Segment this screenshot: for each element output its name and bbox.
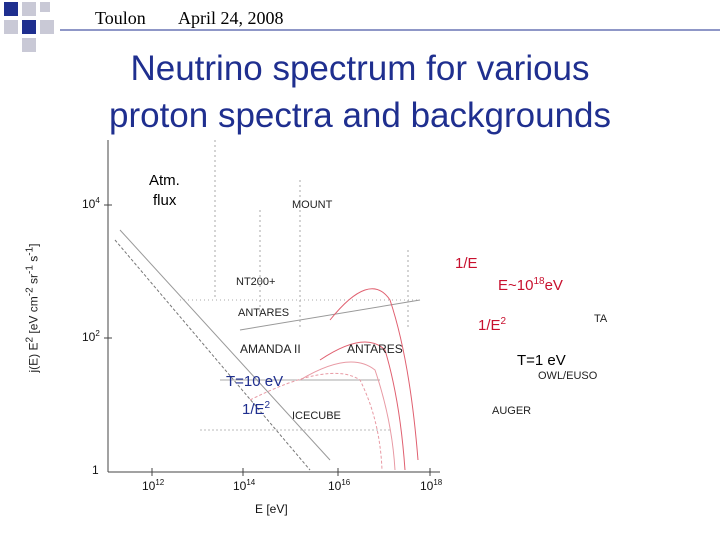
y-label-sup: -2 bbox=[24, 287, 36, 297]
annotation: 1/E2 bbox=[242, 400, 270, 418]
y-label-part: [eV cm bbox=[26, 296, 41, 337]
y-tick-label: 104 bbox=[82, 196, 100, 211]
slide-title: proton spectra and backgrounds bbox=[109, 96, 611, 135]
x-tick-label: 1012 bbox=[142, 478, 164, 493]
corner-squares bbox=[4, 2, 54, 52]
annotation-part: 1/E bbox=[242, 401, 265, 418]
tick-exp: 2 bbox=[95, 329, 100, 338]
header-place: Toulon bbox=[95, 8, 146, 28]
annotation-sup: 2 bbox=[500, 316, 507, 327]
y-label-sup: -1 bbox=[24, 265, 36, 274]
header-date: April 24, 2008 bbox=[178, 8, 284, 28]
x-axis-label: E [eV] bbox=[255, 502, 288, 516]
x-tick-label: 1014 bbox=[233, 478, 255, 493]
annotation: 1/E bbox=[455, 255, 478, 272]
experiment-label: AUGER bbox=[492, 405, 532, 417]
experiment-label: AMANDA II bbox=[240, 342, 301, 356]
y-label-part: ] bbox=[26, 243, 41, 247]
experiment-label: NT200+ bbox=[236, 276, 276, 288]
plot-curves bbox=[114, 140, 421, 471]
tick-exp: 14 bbox=[246, 478, 256, 487]
tick-exp: 4 bbox=[95, 196, 100, 205]
y-tick-label: 1 bbox=[92, 463, 99, 477]
plot-frame bbox=[104, 140, 440, 476]
y-label-part: j(E) E bbox=[26, 342, 41, 373]
experiment-label: ANTARES bbox=[347, 342, 403, 356]
tick-base: 10 bbox=[420, 479, 434, 493]
tick-base: 10 bbox=[142, 479, 156, 493]
experiment-label: TA bbox=[594, 313, 608, 325]
annotation: flux bbox=[153, 192, 177, 209]
y-label-sup: 2 bbox=[24, 336, 36, 343]
experiment-label: ANTARES bbox=[238, 307, 290, 319]
experiment-label: MOUNT bbox=[292, 199, 333, 211]
tick-base: 10 bbox=[328, 479, 342, 493]
x-tick-label: 1018 bbox=[420, 478, 442, 493]
slide-title: Neutrino spectrum for various bbox=[130, 49, 590, 88]
annotation: T=10 eV bbox=[226, 373, 284, 390]
annotation-sup: 2 bbox=[264, 400, 271, 411]
annotation-part: E~10 bbox=[498, 277, 534, 294]
annotation: Atm. bbox=[149, 172, 180, 189]
y-label-sup: -1 bbox=[24, 246, 36, 256]
tick-base: 10 bbox=[82, 197, 96, 211]
y-tick-label: 102 bbox=[82, 329, 100, 344]
experiment-label: ICECUBE bbox=[292, 410, 341, 422]
annotation: T=1 eV bbox=[517, 352, 566, 369]
annotation: 1/E2 bbox=[478, 316, 506, 334]
annotation-sup: 18 bbox=[533, 276, 545, 287]
tick-base: 10 bbox=[82, 330, 96, 344]
experiment-label: OWL/EUSO bbox=[538, 370, 598, 382]
tick-base: 1 bbox=[92, 463, 99, 477]
tick-exp: 16 bbox=[341, 478, 351, 487]
tick-base: 10 bbox=[233, 479, 247, 493]
y-label-part: sr bbox=[26, 274, 41, 288]
x-tick-label: 1016 bbox=[328, 478, 350, 493]
annotation-part: eV bbox=[544, 277, 563, 294]
y-axis-label: j(E) E2 [eV cm-2 sr-1 s-1] bbox=[25, 244, 41, 373]
tick-exp: 12 bbox=[155, 478, 165, 487]
y-label-part: s bbox=[26, 255, 41, 266]
annotation-part: 1/E bbox=[478, 317, 501, 334]
tick-exp: 18 bbox=[433, 478, 443, 487]
annotation: E~1018eV bbox=[498, 276, 563, 294]
